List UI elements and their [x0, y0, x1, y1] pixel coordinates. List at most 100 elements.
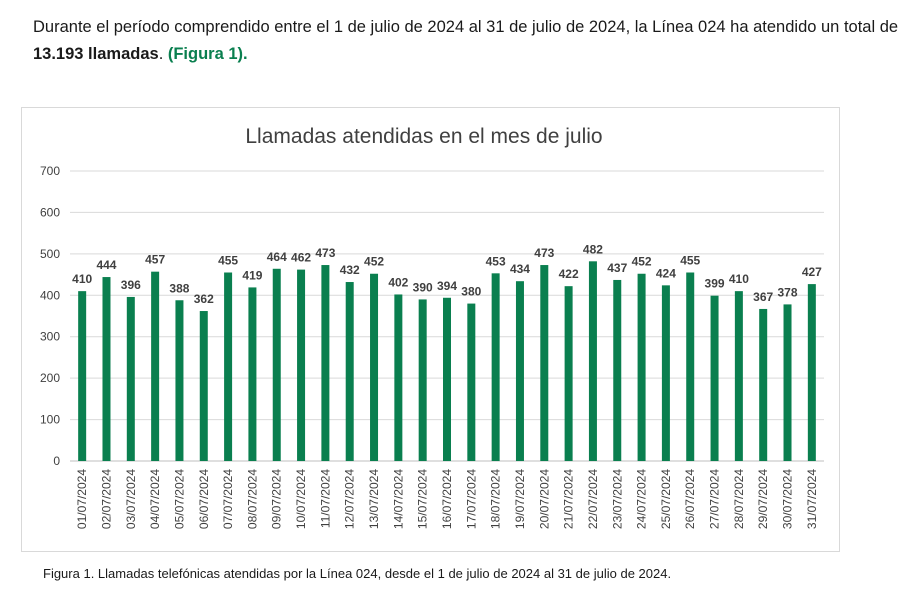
data-label: 473	[534, 246, 554, 260]
y-tick-label: 500	[40, 247, 60, 261]
y-tick-label: 700	[40, 164, 60, 178]
bar	[370, 273, 379, 461]
bar	[588, 261, 597, 461]
figure-caption: Figura 1. Llamadas telefónicas atendidas…	[43, 566, 672, 581]
bar	[297, 269, 306, 461]
x-tick-label: 05/07/2024	[172, 469, 186, 529]
x-tick-label: 15/07/2024	[416, 469, 430, 529]
x-tick-label: 29/07/2024	[756, 469, 770, 529]
data-label: 437	[607, 261, 627, 275]
bar	[418, 299, 427, 461]
x-tick-label: 03/07/2024	[124, 469, 138, 529]
bar	[734, 291, 743, 461]
x-tick-label: 21/07/2024	[562, 469, 576, 529]
x-tick-label: 17/07/2024	[464, 469, 478, 529]
data-label: 422	[559, 267, 579, 281]
intro-total: 13.193 llamadas	[33, 45, 159, 63]
x-tick-label: 27/07/2024	[708, 469, 722, 529]
data-label: 452	[632, 255, 652, 269]
x-tick-label: 23/07/2024	[610, 469, 624, 529]
data-label: 455	[680, 254, 700, 268]
bar	[151, 271, 160, 461]
bar	[272, 268, 281, 461]
y-tick-label: 600	[40, 205, 60, 219]
x-tick-label: 14/07/2024	[391, 469, 405, 529]
chart-container: Llamadas atendidas en el mes de julio 0 1…	[21, 107, 840, 552]
bar	[783, 304, 792, 461]
bar-chart: Llamadas atendidas en el mes de julio 0 1…	[40, 125, 824, 529]
x-tick-label: 18/07/2024	[489, 469, 503, 529]
y-tick-label: 300	[40, 330, 60, 344]
x-tick-label: 11/07/2024	[318, 469, 332, 528]
data-label: 419	[242, 268, 262, 282]
bar	[345, 282, 354, 461]
y-tick-label: 200	[40, 371, 60, 385]
data-label: 434	[510, 262, 530, 276]
bar	[686, 272, 695, 461]
data-label: 399	[705, 277, 725, 291]
bar	[540, 265, 549, 461]
bar	[248, 287, 257, 461]
bar	[443, 297, 451, 461]
bar	[467, 303, 476, 461]
y-tick-label: 0	[53, 454, 60, 468]
bar	[175, 300, 184, 461]
data-label: 452	[364, 255, 384, 269]
x-tick-label: 10/07/2024	[294, 469, 308, 529]
x-tick-label: 16/07/2024	[440, 469, 454, 529]
data-label: 453	[486, 254, 506, 268]
data-label: 394	[437, 279, 457, 293]
x-tick-label: 19/07/2024	[513, 469, 527, 529]
bar	[564, 286, 573, 461]
x-tick-label: 08/07/2024	[245, 469, 259, 529]
bar	[807, 284, 816, 461]
data-label: 410	[729, 272, 749, 286]
data-label: 396	[121, 278, 141, 292]
data-label: 427	[802, 265, 822, 279]
data-label: 462	[291, 251, 311, 265]
data-label: 378	[778, 285, 798, 299]
x-tick-label: 12/07/2024	[343, 469, 357, 529]
x-tick-label: 09/07/2024	[270, 469, 284, 529]
bar	[661, 285, 670, 461]
figure-reference-link[interactable]: (Figura 1).	[167, 45, 248, 63]
x-tick-label: 07/07/2024	[221, 469, 235, 529]
x-tick-label: 02/07/2024	[99, 469, 113, 529]
data-label: 444	[96, 258, 116, 272]
bar	[321, 265, 330, 461]
data-label: 402	[388, 275, 408, 289]
x-tick-label: 28/07/2024	[732, 469, 746, 529]
data-label: 410	[72, 272, 92, 286]
bar	[199, 311, 208, 461]
bar	[394, 294, 403, 461]
data-label: 455	[218, 254, 238, 268]
x-tick-label: 06/07/2024	[197, 469, 211, 529]
data-label: 482	[583, 242, 603, 256]
data-label: 388	[169, 281, 189, 295]
intro-paragraph: Durante el período comprendido entre el …	[33, 14, 903, 68]
bar	[515, 281, 524, 461]
chart-title: Llamadas atendidas en el mes de julio	[245, 125, 602, 148]
data-label: 424	[656, 266, 676, 280]
intro-text-after: .	[158, 45, 168, 63]
data-label: 380	[461, 285, 481, 299]
bar	[224, 272, 233, 461]
data-label: 464	[267, 250, 287, 264]
intro-text: Durante el período comprendido entre el …	[33, 18, 899, 36]
data-label: 473	[315, 246, 335, 260]
x-tick-label: 22/07/2024	[586, 469, 600, 529]
bar	[102, 277, 111, 461]
data-label: 362	[194, 292, 214, 306]
bar	[491, 273, 500, 461]
x-tick-label: 31/07/2024	[805, 469, 819, 529]
bar	[126, 296, 135, 461]
data-label: 432	[340, 263, 360, 277]
data-label: 457	[145, 253, 165, 267]
bar	[637, 273, 646, 461]
y-tick-label: 400	[40, 288, 60, 302]
data-label: 390	[413, 280, 433, 294]
data-label: 367	[753, 290, 773, 304]
y-tick-label: 100	[40, 413, 60, 427]
x-tick-label: 04/07/2024	[148, 469, 162, 529]
bar	[710, 295, 719, 461]
